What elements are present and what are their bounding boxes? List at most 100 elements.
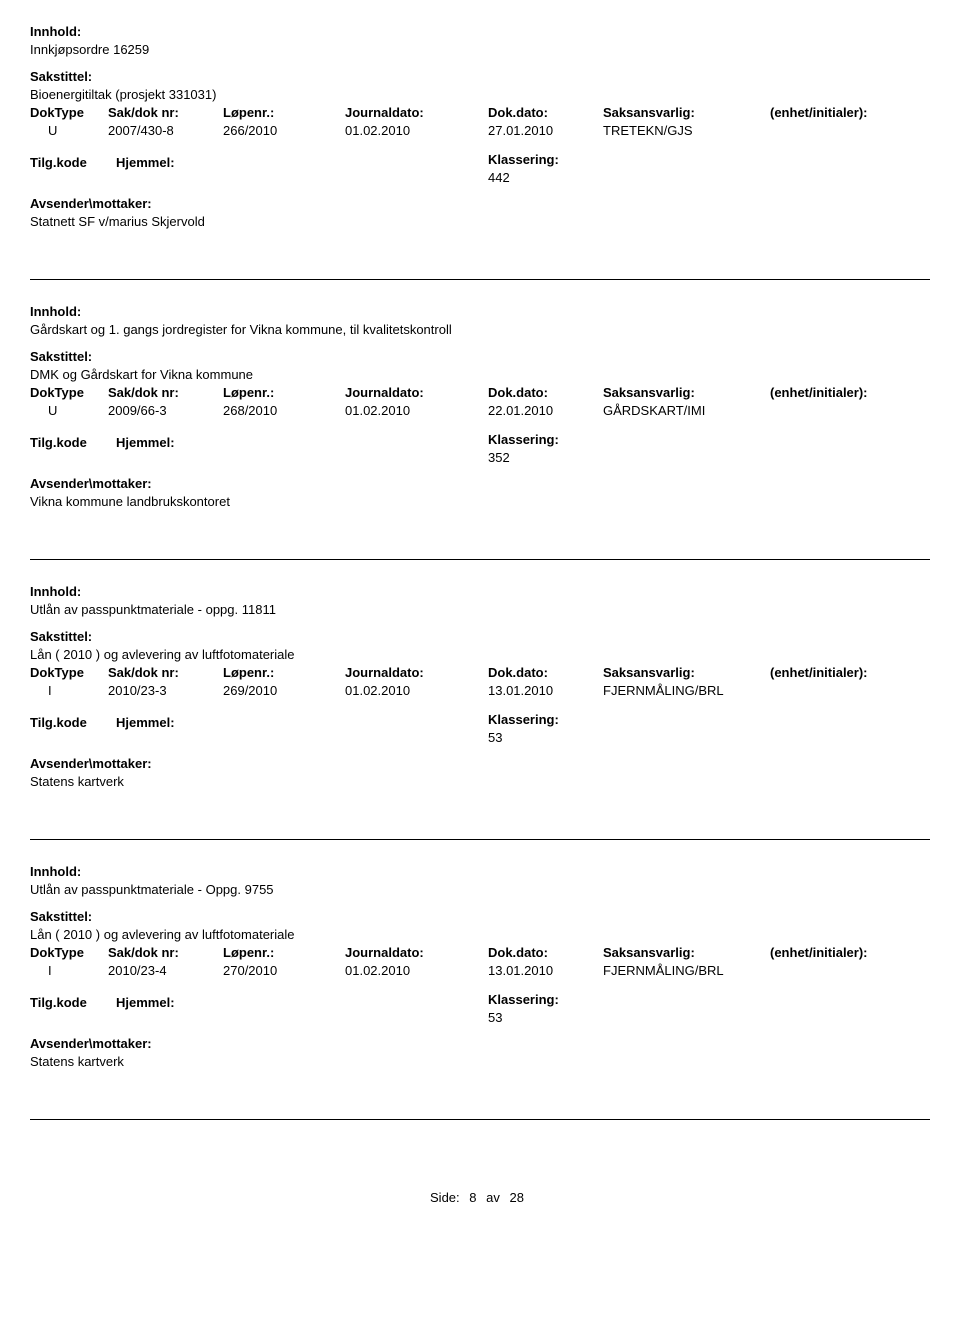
entry-divider [30, 1119, 930, 1120]
hjemmel-label: Hjemmel: [116, 995, 175, 1010]
sakdok-value: 2007/430-8 [108, 123, 223, 138]
saksansvarlig-header: Saksansvarlig: [603, 945, 770, 960]
avsender-label: Avsender\mottaker: [30, 476, 930, 491]
doktype-header: DokType [30, 105, 108, 120]
lopenr-header: Løpenr.: [223, 105, 345, 120]
sakdok-header: Sak/dok nr: [108, 105, 223, 120]
enhet-value [770, 963, 920, 978]
avsender-block: Avsender\mottaker: Statnett SF v/marius … [30, 196, 930, 229]
column-headers: DokType Sak/dok nr: Løpenr.: Journaldato… [30, 665, 930, 680]
sakstittel-label: Sakstittel: [30, 349, 930, 364]
tilgkode-label: Tilg.kode [30, 155, 116, 170]
sakstittel-label: Sakstittel: [30, 69, 930, 84]
sakdok-header: Sak/dok nr: [108, 665, 223, 680]
avsender-label: Avsender\mottaker: [30, 196, 930, 211]
journal-entry: Innhold: Gårdskart og 1. gangs jordregis… [30, 304, 930, 509]
lopenr-header: Løpenr.: [223, 945, 345, 960]
footer-page-number: 8 [469, 1190, 476, 1205]
data-row: U 2009/66-3 268/2010 01.02.2010 22.01.20… [30, 403, 930, 418]
sakstittel-label: Sakstittel: [30, 909, 930, 924]
hjemmel-label: Hjemmel: [116, 435, 175, 450]
sakdok-value: 2009/66-3 [108, 403, 223, 418]
saksansvarlig-header: Saksansvarlig: [603, 105, 770, 120]
footer-side-label: Side: [430, 1190, 460, 1205]
hjemmel-label: Hjemmel: [116, 715, 175, 730]
enhet-value [770, 403, 920, 418]
innhold-value: Utlån av passpunktmateriale - oppg. 1181… [30, 602, 930, 617]
tilg-hjemmel: Tilg.kode Hjemmel: [30, 715, 930, 730]
sakdok-value: 2010/23-3 [108, 683, 223, 698]
sakstittel-value: DMK og Gårdskart for Vikna kommune [30, 367, 930, 382]
dokdato-value: 27.01.2010 [488, 123, 603, 138]
journaldato-header: Journaldato: [345, 665, 488, 680]
innhold-value: Utlån av passpunktmateriale - Oppg. 9755 [30, 882, 930, 897]
tilgkode-label: Tilg.kode [30, 995, 116, 1010]
klassering-value: 53 [488, 1010, 930, 1025]
footer-total-pages: 28 [510, 1190, 524, 1205]
innhold-label: Innhold: [30, 864, 930, 879]
avsender-value: Vikna kommune landbrukskontoret [30, 494, 930, 509]
entry-divider [30, 839, 930, 840]
journaldato-value: 01.02.2010 [345, 123, 488, 138]
doktype-value: I [30, 683, 108, 698]
klassering-value: 352 [488, 450, 930, 465]
tilg-hjemmel: Tilg.kode Hjemmel: [30, 155, 930, 170]
column-headers: DokType Sak/dok nr: Løpenr.: Journaldato… [30, 385, 930, 400]
lopenr-value: 268/2010 [223, 403, 345, 418]
journal-entry: Innhold: Innkjøpsordre 16259 Sakstittel:… [30, 24, 930, 229]
journaldato-value: 01.02.2010 [345, 963, 488, 978]
sakstittel-value: Lån ( 2010 ) og avlevering av luftfotoma… [30, 927, 930, 942]
dokdato-header: Dok.dato: [488, 945, 603, 960]
sakdok-value: 2010/23-4 [108, 963, 223, 978]
saksansvarlig-value: TRETEKN/GJS [603, 123, 770, 138]
innhold-label: Innhold: [30, 24, 930, 39]
sakstittel-value: Bioenergitiltak (prosjekt 331031) [30, 87, 930, 102]
doktype-header: DokType [30, 665, 108, 680]
avsender-label: Avsender\mottaker: [30, 1036, 930, 1051]
journaldato-header: Journaldato: [345, 945, 488, 960]
saksansvarlig-value: FJERNMÅLING/BRL [603, 683, 770, 698]
enhet-value [770, 683, 920, 698]
avsender-block: Avsender\mottaker: Vikna kommune landbru… [30, 476, 930, 509]
dokdato-header: Dok.dato: [488, 105, 603, 120]
tilgkode-label: Tilg.kode [30, 435, 116, 450]
enhet-header: (enhet/initialer): [770, 945, 920, 960]
journaldato-value: 01.02.2010 [345, 403, 488, 418]
avsender-value: Statnett SF v/marius Skjervold [30, 214, 930, 229]
saksansvarlig-header: Saksansvarlig: [603, 385, 770, 400]
tilg-hjemmel: Tilg.kode Hjemmel: [30, 995, 930, 1010]
lopenr-value: 266/2010 [223, 123, 345, 138]
klassering-value: 442 [488, 170, 930, 185]
journaldato-header: Journaldato: [345, 105, 488, 120]
hjemmel-label: Hjemmel: [116, 155, 175, 170]
doktype-value: U [30, 123, 108, 138]
avsender-block: Avsender\mottaker: Statens kartverk [30, 1036, 930, 1069]
enhet-value [770, 123, 920, 138]
avsender-value: Statens kartverk [30, 774, 930, 789]
data-row: I 2010/23-4 270/2010 01.02.2010 13.01.20… [30, 963, 930, 978]
data-row: I 2010/23-3 269/2010 01.02.2010 13.01.20… [30, 683, 930, 698]
saksansvarlig-value: FJERNMÅLING/BRL [603, 963, 770, 978]
avsender-block: Avsender\mottaker: Statens kartverk [30, 756, 930, 789]
enhet-header: (enhet/initialer): [770, 105, 920, 120]
tilgkode-label: Tilg.kode [30, 715, 116, 730]
entry-divider [30, 559, 930, 560]
innhold-value: Gårdskart og 1. gangs jordregister for V… [30, 322, 930, 337]
innhold-value: Innkjøpsordre 16259 [30, 42, 930, 57]
journaldato-header: Journaldato: [345, 385, 488, 400]
avsender-value: Statens kartverk [30, 1054, 930, 1069]
journal-entry: Innhold: Utlån av passpunktmateriale - o… [30, 584, 930, 789]
tilg-hjemmel: Tilg.kode Hjemmel: [30, 435, 930, 450]
dokdato-value: 13.01.2010 [488, 683, 603, 698]
dokdato-value: 13.01.2010 [488, 963, 603, 978]
page-footer: Side: 8 av 28 [30, 1190, 930, 1205]
saksansvarlig-header: Saksansvarlig: [603, 665, 770, 680]
data-row: U 2007/430-8 266/2010 01.02.2010 27.01.2… [30, 123, 930, 138]
column-headers: DokType Sak/dok nr: Løpenr.: Journaldato… [30, 105, 930, 120]
doktype-value: I [30, 963, 108, 978]
avsender-label: Avsender\mottaker: [30, 756, 930, 771]
dokdato-value: 22.01.2010 [488, 403, 603, 418]
enhet-header: (enhet/initialer): [770, 385, 920, 400]
journaldato-value: 01.02.2010 [345, 683, 488, 698]
klassering-value: 53 [488, 730, 930, 745]
